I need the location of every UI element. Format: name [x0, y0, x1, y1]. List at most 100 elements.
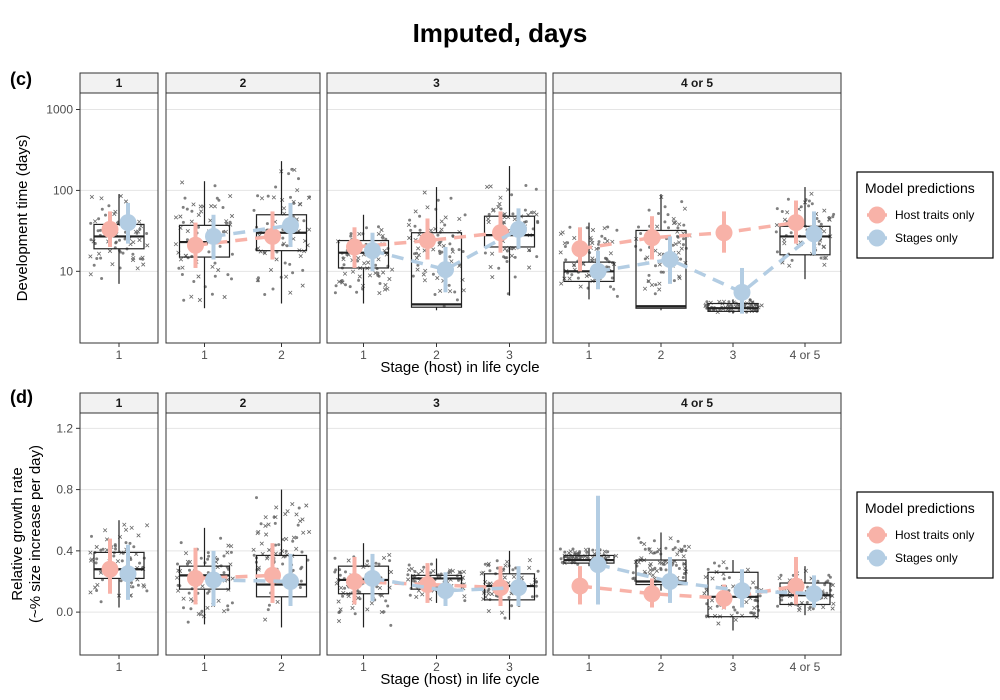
x-tick-label: 2	[278, 348, 285, 362]
data-point	[671, 220, 677, 226]
data-point	[499, 207, 503, 211]
data-point	[486, 563, 491, 568]
prediction-point	[733, 582, 751, 600]
data-point	[122, 522, 127, 527]
x-tick-label: 2	[433, 348, 440, 362]
data-point	[99, 228, 102, 232]
prediction-point	[205, 571, 222, 589]
data-point	[180, 273, 184, 276]
data-point	[447, 283, 451, 287]
data-point	[178, 214, 183, 219]
prediction-point	[715, 589, 733, 607]
data-point	[346, 594, 351, 599]
data-point	[682, 206, 687, 211]
data-point	[338, 573, 342, 577]
data-point	[822, 256, 827, 261]
series-host-traits	[571, 200, 805, 272]
data-point	[181, 596, 186, 601]
data-point	[104, 213, 107, 217]
data-point	[572, 235, 577, 241]
data-point	[186, 562, 189, 566]
data-point	[716, 621, 721, 626]
series-stages-only	[364, 208, 527, 293]
gridlines	[80, 109, 158, 272]
data-point	[657, 212, 660, 215]
data-point	[810, 202, 814, 206]
data-point	[189, 219, 194, 224]
data-point	[277, 543, 281, 547]
data-point	[499, 610, 505, 615]
data-point	[643, 257, 647, 261]
data-point	[749, 611, 753, 615]
data-point	[422, 565, 426, 569]
data-point	[229, 213, 235, 219]
data-point	[566, 241, 570, 245]
data-point	[281, 206, 287, 211]
data-point	[488, 569, 492, 573]
data-point	[682, 223, 686, 227]
boxplots	[563, 187, 831, 314]
data-point	[805, 601, 809, 604]
data-point	[420, 569, 425, 574]
data-point	[365, 607, 370, 612]
data-point	[498, 195, 503, 200]
data-point	[137, 237, 142, 243]
data-point	[187, 591, 191, 595]
data-point	[826, 579, 830, 583]
data-point	[196, 611, 201, 616]
data-point	[703, 575, 708, 580]
data-point	[654, 283, 658, 287]
data-point	[381, 270, 386, 275]
data-point	[502, 255, 506, 259]
data-point	[389, 623, 393, 627]
data-point	[659, 568, 663, 572]
data-point	[100, 277, 104, 280]
data-point	[608, 251, 613, 256]
data-point	[657, 262, 662, 267]
data-point	[787, 263, 792, 268]
data-point	[673, 220, 678, 225]
data-point	[585, 226, 589, 230]
data-point	[304, 503, 309, 508]
data-point	[88, 254, 93, 259]
data-point	[138, 227, 142, 231]
data-point	[439, 219, 444, 224]
data-point	[95, 557, 99, 561]
data-point	[94, 561, 98, 565]
data-point	[290, 167, 294, 171]
data-point	[266, 608, 270, 612]
data-point	[183, 551, 189, 556]
data-point	[271, 287, 275, 291]
data-point	[256, 194, 260, 198]
data-point	[350, 269, 356, 274]
data-point	[222, 294, 227, 300]
data-point	[340, 279, 344, 282]
data-point	[653, 551, 657, 555]
legend-item-label: Host traits only	[895, 208, 974, 222]
data-point	[702, 591, 707, 596]
boxplots	[178, 161, 308, 309]
data-point	[115, 559, 120, 564]
data-point	[137, 219, 142, 224]
data-point	[334, 581, 339, 586]
data-point	[107, 204, 111, 208]
data-point	[358, 590, 362, 594]
data-point	[486, 591, 491, 596]
data-point	[523, 208, 527, 212]
data-point	[676, 539, 680, 543]
data-point	[790, 258, 794, 262]
data-point	[205, 605, 210, 610]
y-tick-label: 1.2	[56, 421, 73, 435]
y-tick-label: 0.8	[56, 483, 73, 497]
legend-item-label: Stages only	[895, 551, 958, 565]
x-tick-label: 3	[506, 348, 513, 362]
data-point	[273, 521, 277, 525]
data-point	[436, 233, 440, 237]
x-tick-label: 2	[658, 660, 665, 674]
data-point	[382, 287, 388, 292]
data-point	[406, 567, 412, 572]
data-point	[284, 536, 289, 541]
data-point	[291, 535, 296, 540]
data-point	[782, 241, 787, 246]
